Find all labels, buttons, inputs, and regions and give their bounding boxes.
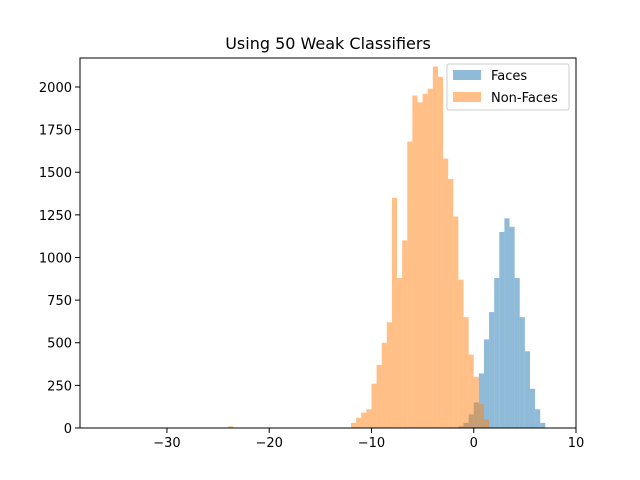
y-tick-label: 1750 <box>39 124 72 139</box>
faces-bar <box>504 218 510 428</box>
non-faces-bar <box>478 404 484 428</box>
faces-bar <box>509 226 515 428</box>
non-faces-bar <box>402 240 408 428</box>
non-faces-series <box>228 66 490 429</box>
faces-bar <box>483 339 490 428</box>
x-tick-label: −10 <box>358 436 385 451</box>
non-faces-bar <box>361 412 367 428</box>
non-faces-bar <box>437 76 444 428</box>
y-tick-label: 1000 <box>39 251 72 266</box>
non-faces-bar <box>417 102 423 428</box>
legend-swatch-faces <box>453 70 481 80</box>
faces-series <box>458 218 546 428</box>
non-faces-bar <box>443 158 449 428</box>
faces-bar <box>519 317 525 428</box>
chart-title: Using 50 Weak Classifiers <box>225 34 431 53</box>
x-tick-label: 10 <box>568 436 585 451</box>
y-tick-label: 2000 <box>39 81 72 96</box>
y-tick-label: 0 <box>64 422 72 437</box>
faces-bar <box>524 351 530 428</box>
non-faces-bar <box>412 95 418 428</box>
non-faces-bar <box>483 419 490 428</box>
non-faces-bar <box>427 88 433 428</box>
x-tick-label: −20 <box>255 436 282 451</box>
faces-bar <box>478 373 484 428</box>
non-faces-bar <box>351 422 357 428</box>
non-faces-bar <box>473 376 479 428</box>
x-tick-label: 0 <box>470 436 478 451</box>
legend-swatch-non-faces <box>453 92 481 102</box>
x-axis: −30 −20 −10 0 10 <box>153 428 584 451</box>
legend-label-faces: Faces <box>491 69 527 84</box>
non-faces-bar <box>448 179 454 428</box>
non-faces-bar <box>432 66 438 428</box>
y-tick-label: 1250 <box>39 209 72 224</box>
non-faces-bar <box>397 277 403 428</box>
non-faces-bar <box>376 364 382 428</box>
non-faces-bar <box>386 322 392 428</box>
non-faces-bar <box>391 197 398 428</box>
faces-bar <box>499 231 505 428</box>
faces-bar <box>535 409 541 428</box>
faces-bar <box>529 388 536 428</box>
faces-bar <box>494 277 500 428</box>
non-faces-bar <box>468 354 474 428</box>
non-faces-bar <box>381 342 387 428</box>
non-faces-bar <box>422 93 428 428</box>
non-faces-bar <box>458 279 464 428</box>
faces-bar <box>489 312 495 428</box>
legend: Faces Non-Faces <box>446 63 570 111</box>
y-tick-label: 1500 <box>39 166 72 181</box>
non-faces-bar <box>407 141 413 429</box>
y-tick-label: 250 <box>47 379 72 394</box>
faces-bar <box>514 277 520 428</box>
legend-label-non-faces: Non-Faces <box>491 91 558 106</box>
y-tick-label: 750 <box>47 294 72 309</box>
plot-frame <box>79 57 577 429</box>
non-faces-bar <box>371 383 377 428</box>
non-faces-bar <box>366 409 372 428</box>
non-faces-bar <box>228 426 234 428</box>
x-tick-label: −30 <box>153 436 180 451</box>
non-faces-bar <box>453 216 459 428</box>
y-axis: 0 250 500 750 1000 1250 1500 1750 2000 <box>39 81 80 437</box>
non-faces-bar <box>356 417 362 428</box>
faces-bar <box>540 422 546 428</box>
y-tick-label: 500 <box>47 337 72 352</box>
non-faces-bar <box>463 317 469 428</box>
